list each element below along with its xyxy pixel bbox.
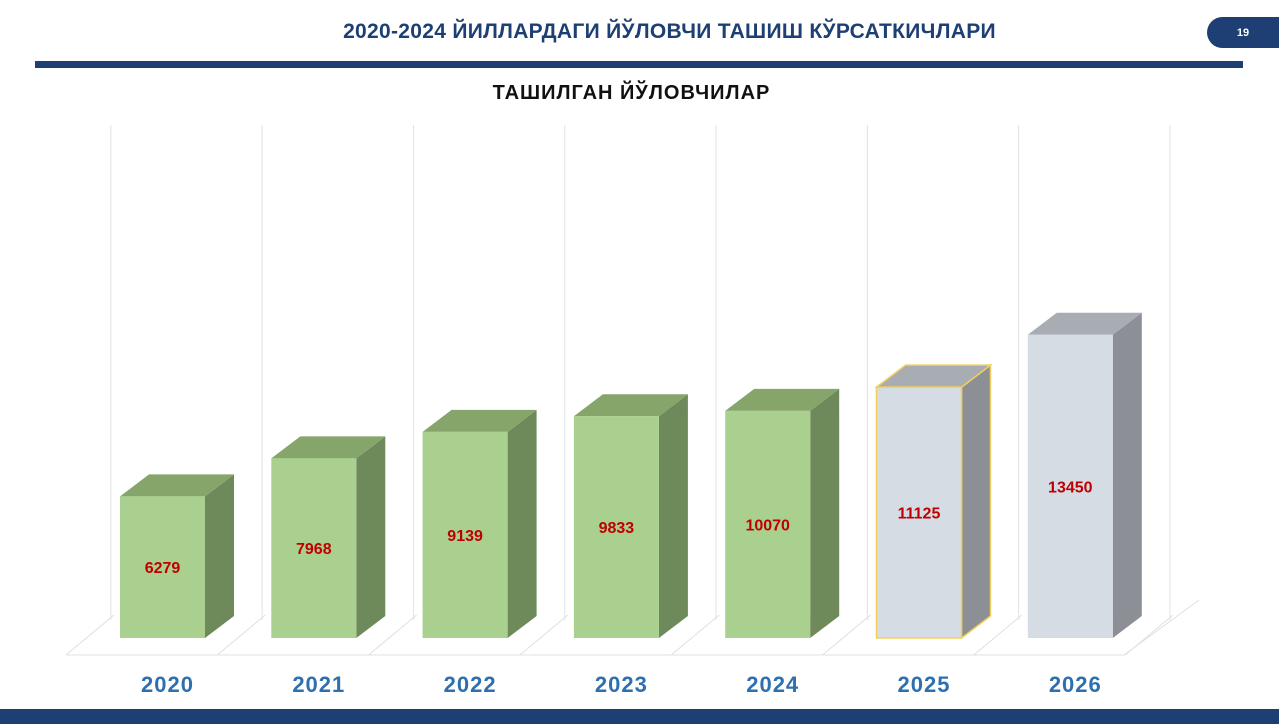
floor-right-edge: [1123, 599, 1200, 656]
bar-top-2022: [422, 409, 537, 432]
bar-side-2021: [356, 436, 386, 638]
page-number-badge: 19: [1207, 17, 1279, 48]
page-title: 2020-2024 ЙИЛЛАРДАГИ ЙЎЛОВЧИ ТАШИШ КЎРСА…: [343, 20, 996, 43]
floor-divider: [216, 614, 266, 656]
bar-2022: [422, 431, 508, 638]
bar-side-2022: [507, 409, 537, 638]
floor-divider: [65, 614, 115, 656]
floor-divider: [670, 614, 720, 656]
footer-bar: [0, 709, 1279, 724]
floor-divider: [973, 614, 1023, 656]
title-divider: [35, 61, 1243, 68]
x-tick-label-2022: 2022: [444, 672, 497, 697]
bar-2024: [725, 410, 811, 638]
bar-side-2025: [960, 363, 992, 640]
x-tick-label-2024: 2024: [746, 672, 799, 697]
bar-top-2026: [1027, 312, 1142, 335]
bar-top-2023: [573, 394, 688, 417]
data-label-2026: 13450: [1048, 479, 1093, 496]
bar-side-2020: [205, 474, 234, 638]
data-label-2023: 9833: [599, 520, 635, 537]
floor-divider: [822, 614, 871, 656]
bar-top-2021: [271, 436, 386, 459]
bar-2026: [1027, 334, 1113, 638]
chart-title: ТАШИЛГАН ЙЎЛОВЧИЛАР: [492, 82, 771, 104]
bar-2020: [120, 496, 205, 638]
bar-side-2026: [1112, 312, 1142, 638]
x-tick-label-2021: 2021: [292, 672, 345, 697]
data-label-2024: 10070: [745, 517, 790, 534]
floor-divider: [368, 614, 417, 656]
bar-2023: [573, 416, 659, 638]
bar-side-2024: [810, 388, 840, 638]
x-tick-label-2026: 2026: [1049, 672, 1102, 697]
data-label-2020: 6279: [145, 560, 181, 577]
bar-side-2023: [658, 394, 688, 638]
bar-2021: [271, 458, 357, 638]
x-tick-label-2025: 2025: [898, 672, 951, 697]
floor-divider: [519, 614, 569, 656]
data-label-2021: 7968: [296, 541, 332, 558]
x-tick-label-2023: 2023: [595, 672, 648, 697]
data-label-2022: 9139: [447, 528, 483, 545]
bar-2025: [875, 386, 963, 639]
x-tick-label-2020: 2020: [141, 672, 194, 697]
bar-top-2024: [725, 388, 840, 411]
data-label-2025: 11125: [898, 506, 941, 523]
bar-top-2020: [120, 474, 234, 497]
